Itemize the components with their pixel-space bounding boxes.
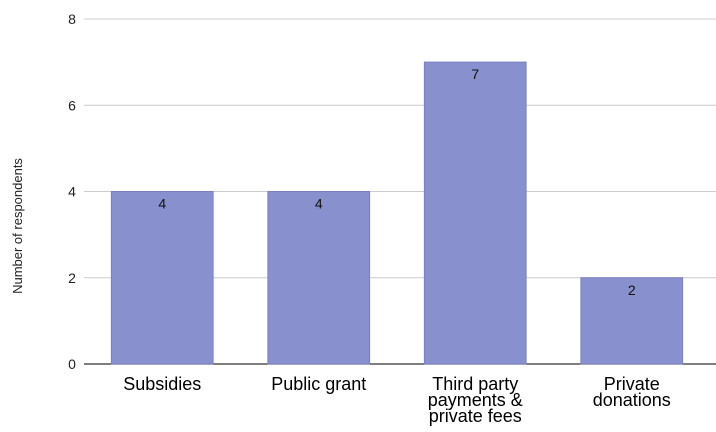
- y-axis-ticks: 0 2 4 6 8: [68, 11, 76, 372]
- bar-value-label: 2: [628, 282, 636, 298]
- y-tick-label: 4: [68, 184, 76, 200]
- bar-value-label: 4: [315, 196, 323, 212]
- y-tick-label: 8: [68, 11, 76, 27]
- bar: [110, 191, 214, 365]
- x-category-label: Subsidies: [123, 374, 201, 394]
- y-tick-label: 0: [68, 356, 76, 372]
- bar: [267, 191, 371, 365]
- bars: [110, 61, 684, 365]
- y-axis-title: Number of respondents: [10, 158, 25, 294]
- bar: [423, 61, 527, 365]
- y-tick-label: 6: [68, 97, 76, 113]
- data-labels: 4 4 7 2: [158, 66, 636, 298]
- bar-value-label: 4: [158, 196, 166, 212]
- bar: [580, 277, 684, 365]
- y-tick-label: 2: [68, 270, 76, 286]
- category-labels: Subsidies Public grant Third party payments…: [123, 374, 671, 426]
- bar-value-label: 7: [471, 66, 479, 82]
- x-category-label: Public grant: [271, 374, 366, 394]
- x-category-label: Private donations: [593, 374, 671, 410]
- x-category-label: Third party payments & private fees: [428, 374, 523, 426]
